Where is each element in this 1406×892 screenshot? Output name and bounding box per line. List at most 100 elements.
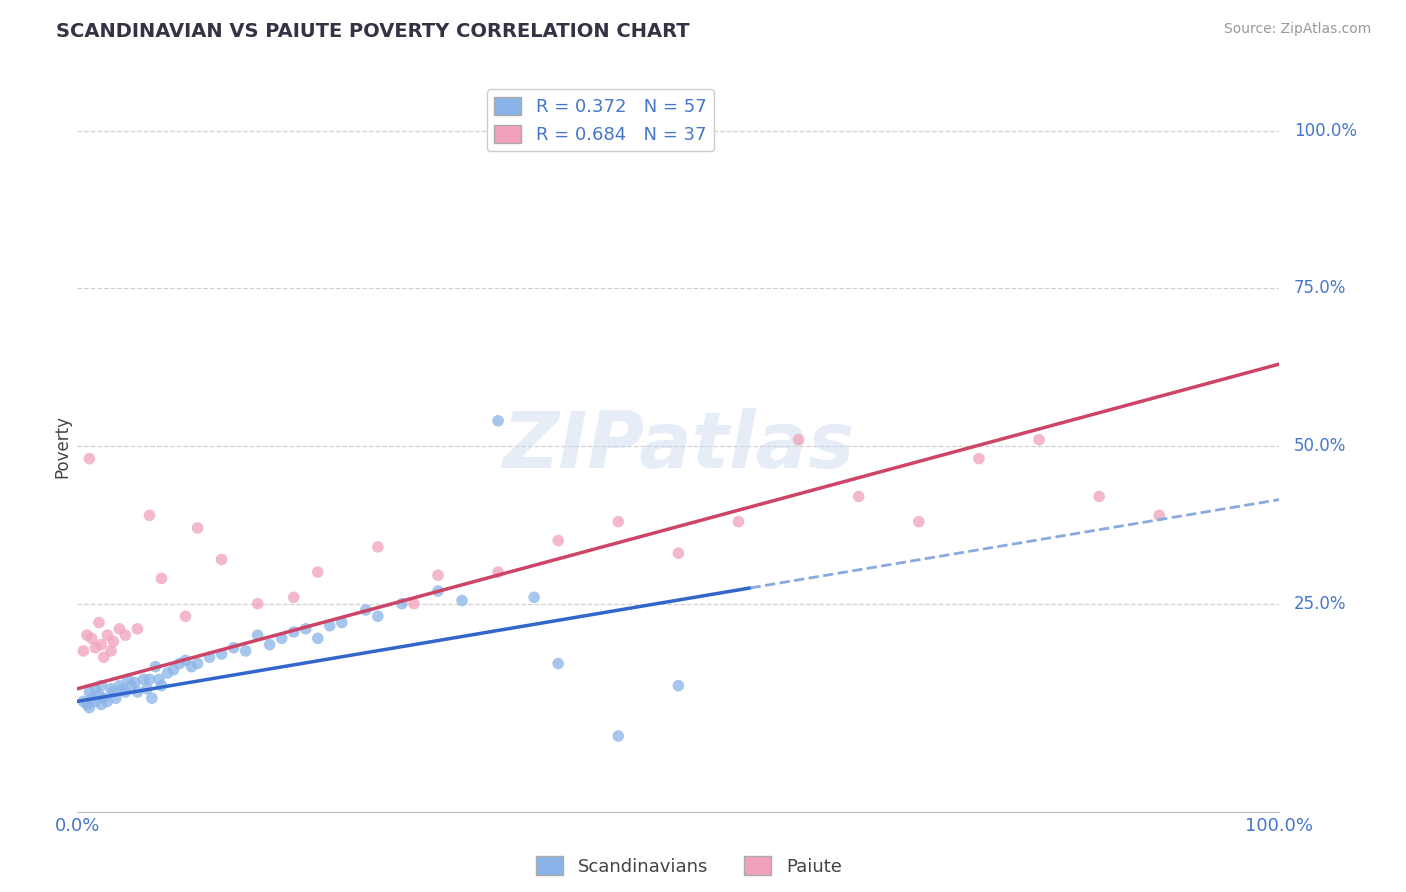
Point xyxy=(150,679,173,693)
Point xyxy=(127,685,149,699)
Text: 25.0%: 25.0% xyxy=(1294,595,1347,613)
Point xyxy=(72,644,94,658)
Point xyxy=(451,593,474,607)
Point xyxy=(87,615,110,630)
Point xyxy=(87,688,110,702)
Point xyxy=(607,515,630,529)
Point xyxy=(90,698,112,712)
Point xyxy=(76,698,98,712)
Point xyxy=(186,521,209,535)
Point xyxy=(76,628,98,642)
Point xyxy=(198,650,221,665)
Point xyxy=(246,628,269,642)
Point xyxy=(668,546,690,560)
Point xyxy=(967,451,990,466)
Point xyxy=(96,694,118,708)
Y-axis label: Poverty: Poverty xyxy=(53,415,72,477)
Point xyxy=(124,675,146,690)
Point xyxy=(1149,508,1171,523)
Point xyxy=(283,591,305,605)
Point xyxy=(174,653,197,667)
Point xyxy=(84,640,107,655)
Point xyxy=(169,657,191,671)
Point xyxy=(148,673,170,687)
Point xyxy=(547,533,569,548)
Point xyxy=(186,657,209,671)
Point xyxy=(848,490,870,504)
Point xyxy=(141,691,163,706)
Point xyxy=(100,681,122,696)
Point xyxy=(114,628,136,642)
Point xyxy=(93,691,115,706)
Point xyxy=(79,700,101,714)
Text: Source: ZipAtlas.com: Source: ZipAtlas.com xyxy=(1223,22,1371,37)
Point xyxy=(211,552,233,566)
Point xyxy=(108,622,131,636)
Point xyxy=(156,665,179,680)
Point xyxy=(138,508,160,523)
Point xyxy=(307,632,329,646)
Point xyxy=(72,694,94,708)
Point xyxy=(486,565,509,579)
Point xyxy=(84,681,107,696)
Point xyxy=(367,609,389,624)
Point xyxy=(84,694,107,708)
Point xyxy=(486,414,509,428)
Point xyxy=(607,729,630,743)
Point xyxy=(294,622,316,636)
Point xyxy=(391,597,413,611)
Point xyxy=(79,451,101,466)
Point xyxy=(100,644,122,658)
Point xyxy=(145,659,167,673)
Point xyxy=(523,591,546,605)
Point xyxy=(90,679,112,693)
Point xyxy=(114,685,136,699)
Point xyxy=(90,638,112,652)
Point xyxy=(319,618,342,632)
Point xyxy=(727,515,749,529)
Point xyxy=(138,673,160,687)
Point xyxy=(132,673,155,687)
Point xyxy=(1028,433,1050,447)
Point xyxy=(547,657,569,671)
Point xyxy=(180,659,202,673)
Legend: R = 0.372   N = 57, R = 0.684   N = 37: R = 0.372 N = 57, R = 0.684 N = 37 xyxy=(486,89,714,152)
Point xyxy=(80,632,103,646)
Point xyxy=(246,597,269,611)
Point xyxy=(427,584,450,599)
Point xyxy=(427,568,450,582)
Text: 100.0%: 100.0% xyxy=(1294,121,1357,140)
Point xyxy=(222,640,245,655)
Point xyxy=(79,685,101,699)
Point xyxy=(259,638,281,652)
Point xyxy=(174,609,197,624)
Point xyxy=(80,691,103,706)
Point xyxy=(402,597,425,611)
Point xyxy=(235,644,257,658)
Legend: Scandinavians, Paiute: Scandinavians, Paiute xyxy=(529,849,849,883)
Text: SCANDINAVIAN VS PAIUTE POVERTY CORRELATION CHART: SCANDINAVIAN VS PAIUTE POVERTY CORRELATI… xyxy=(56,22,690,41)
Point xyxy=(117,673,139,687)
Point xyxy=(103,685,125,699)
Point xyxy=(270,632,292,646)
Point xyxy=(150,571,173,585)
Text: ZIPatlas: ZIPatlas xyxy=(502,408,855,484)
Point xyxy=(354,603,377,617)
Point xyxy=(93,650,115,665)
Point xyxy=(668,679,690,693)
Point xyxy=(1088,490,1111,504)
Text: 50.0%: 50.0% xyxy=(1294,437,1347,455)
Point xyxy=(307,565,329,579)
Point xyxy=(103,634,125,648)
Point xyxy=(96,628,118,642)
Point xyxy=(111,681,134,696)
Point xyxy=(367,540,389,554)
Point xyxy=(162,663,184,677)
Point xyxy=(136,681,159,696)
Text: 75.0%: 75.0% xyxy=(1294,279,1347,297)
Point xyxy=(330,615,353,630)
Point xyxy=(908,515,931,529)
Point xyxy=(787,433,810,447)
Point xyxy=(108,679,131,693)
Point xyxy=(104,691,127,706)
